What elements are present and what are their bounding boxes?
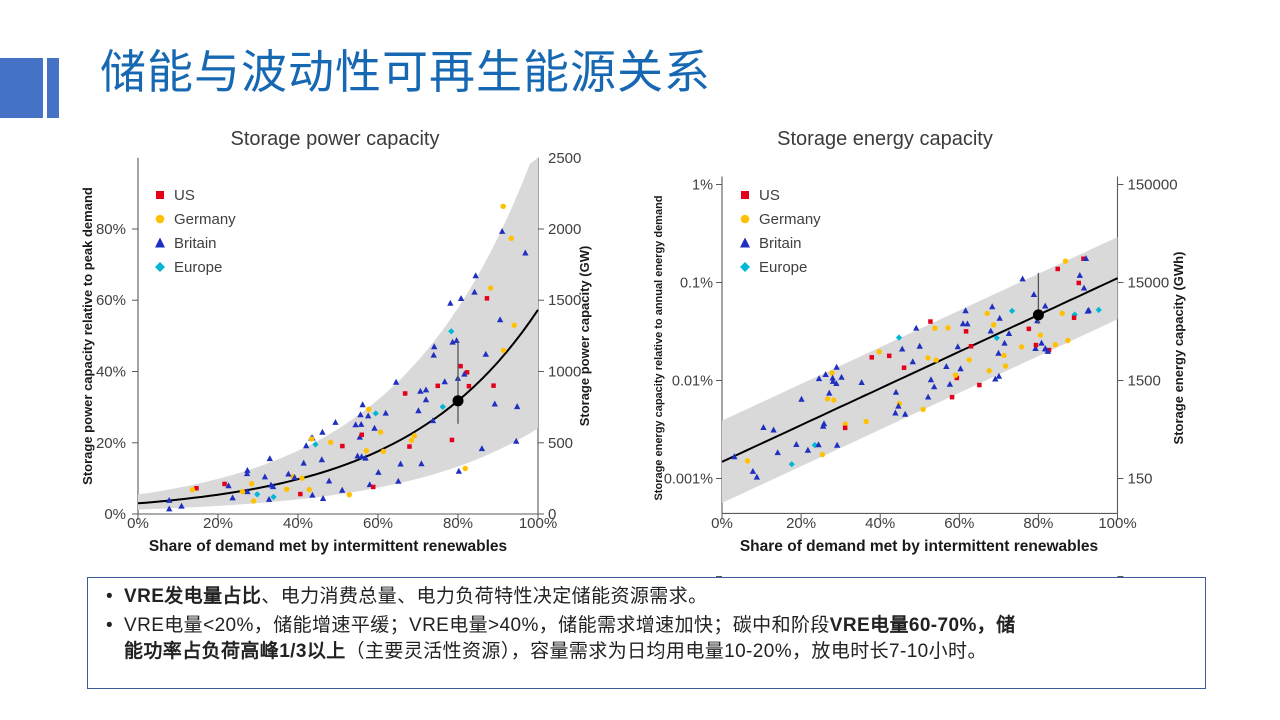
svg-text:40%: 40% [865,515,895,532]
svg-text:Germany: Germany [174,211,236,228]
svg-text:Storage power capacity (GW): Storage power capacity (GW) [577,246,592,427]
svg-text:0%: 0% [104,506,126,523]
svg-text:0%: 0% [127,515,149,532]
svg-text:Storage power capacity relativ: Storage power capacity relative to peak … [80,187,95,485]
svg-text:Britain: Britain [174,235,217,252]
svg-text:20%: 20% [203,515,233,532]
svg-text:Share of demand met by intermi: Share of demand met by intermittent rene… [149,538,507,555]
svg-text:150000: 150000 [1128,177,1178,194]
svg-text:0.001%: 0.001% [664,472,713,488]
svg-text:60%: 60% [363,515,393,532]
svg-text:40%: 40% [96,364,126,381]
svg-text:Britain: Britain [759,235,802,252]
svg-text:Germany: Germany [759,211,821,228]
svg-text:US: US [174,187,195,204]
svg-text:15000: 15000 [1128,275,1170,292]
svg-text:20%: 20% [96,435,126,452]
svg-text:0.1%: 0.1% [680,276,713,292]
svg-text:60%: 60% [96,292,126,309]
svg-text:80%: 80% [96,221,126,238]
svg-text:Europe: Europe [759,259,807,276]
svg-text:1%: 1% [692,178,713,194]
svg-text:20%: 20% [786,515,816,532]
svg-text:40%: 40% [283,515,313,532]
svg-text:0.01%: 0.01% [672,374,713,390]
svg-text:0: 0 [548,506,556,523]
svg-text:2500: 2500 [548,150,581,167]
svg-text:60%: 60% [944,515,974,532]
svg-text:US: US [759,187,780,204]
svg-text:Share of demand met by intermi: Share of demand met by intermittent rene… [740,538,1098,555]
svg-text:2000: 2000 [548,221,581,238]
svg-text:Storage energy capacity (GWh): Storage energy capacity (GWh) [1171,252,1186,445]
svg-text:80%: 80% [1023,515,1053,532]
svg-text:Europe: Europe [174,259,222,276]
svg-text:Storage energy capacity relati: Storage energy capacity relative to annu… [653,195,665,500]
svg-text:1500: 1500 [1128,373,1161,390]
svg-text:150: 150 [1128,471,1153,488]
svg-text:100%: 100% [1098,515,1136,532]
svg-text:80%: 80% [443,515,473,532]
svg-text:500: 500 [548,435,573,452]
svg-text:0%: 0% [711,515,733,532]
